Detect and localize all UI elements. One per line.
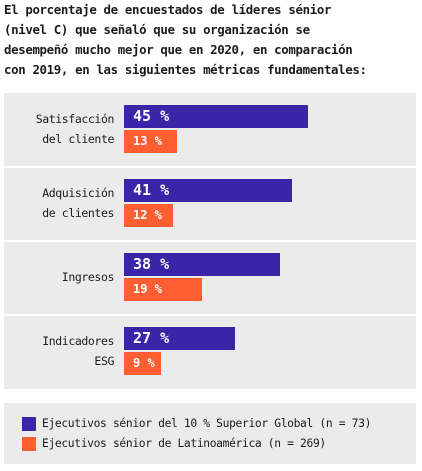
bar-value-label: 45 %	[133, 107, 170, 125]
legend-label-global: Ejecutivos sénior del 10 % Superior Glob…	[42, 417, 372, 430]
bar-value-label: 12 %	[133, 208, 162, 222]
bar-global: 45 %	[124, 105, 308, 128]
header-line: con 2019, en las siguientes métricas fun…	[4, 62, 367, 77]
chart-header: El porcentaje de encuestados de líderes …	[4, 0, 418, 80]
category-label-line: Indicadores	[42, 334, 114, 348]
bar-value-label: 27 %	[133, 329, 170, 347]
bar-global: 27 %	[124, 327, 235, 350]
category-label-line: Adquisición	[42, 186, 114, 200]
legend: Ejecutivos sénior del 10 % Superior Glob…	[4, 403, 416, 464]
category-label: Satisfacción del cliente	[4, 109, 115, 149]
category-label: Ingresos	[4, 267, 115, 287]
legend-label-latam: Ejecutivos sénior de Latinoamérica (n = …	[42, 437, 326, 450]
category-label-line: de clientes	[42, 206, 114, 220]
header-line: desempeñó mucho mejor que en 2020, en co…	[4, 42, 353, 57]
bar-value-label: 41 %	[133, 181, 170, 199]
category-label: Adquisición de clientes	[4, 183, 114, 223]
legend-swatch-latam	[22, 437, 36, 451]
category-label: Indicadores ESG	[4, 331, 114, 371]
bar-latam: 12 %	[124, 204, 173, 227]
header-line: (nivel C) que señaló que su organización…	[4, 22, 310, 37]
bar-value-label: 19 %	[133, 282, 162, 296]
header-line: El porcentaje de encuestados de líderes …	[4, 2, 332, 17]
category-label-line: ESG	[94, 354, 114, 368]
category-label-line: Ingresos	[61, 270, 115, 284]
bar-latam: 9 %	[124, 352, 161, 375]
group-divider	[4, 314, 416, 316]
category-label-line: del cliente	[42, 132, 114, 146]
bar-chart: Satisfacción del cliente 45 % 13 % Adquisici…	[4, 93, 416, 389]
group-divider	[4, 166, 416, 168]
group-divider	[4, 240, 416, 242]
bar-latam: 19 %	[124, 278, 202, 301]
legend-swatch-global	[22, 417, 36, 431]
bar-global: 41 %	[124, 179, 292, 202]
bar-value-label: 38 %	[133, 255, 170, 273]
bar-value-label: 9 %	[133, 356, 155, 370]
bar-global: 38 %	[124, 253, 280, 276]
bar-latam: 13 %	[124, 130, 177, 153]
category-label-line: Satisfacción	[35, 112, 115, 126]
bar-value-label: 13 %	[133, 134, 162, 148]
